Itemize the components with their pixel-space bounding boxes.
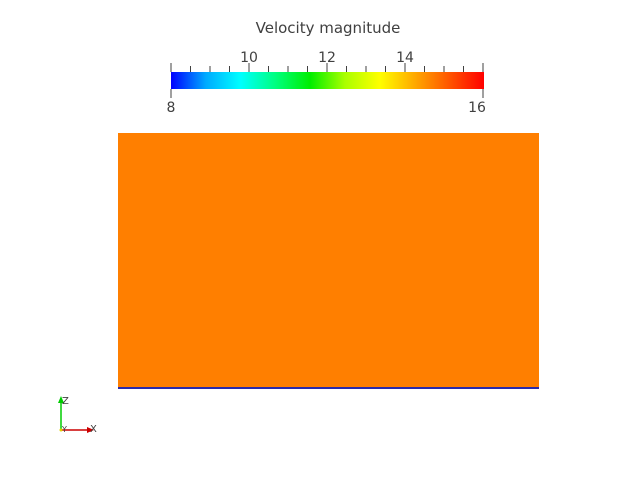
colorbar-gradient bbox=[171, 72, 484, 89]
colorbar-major-labels: 10 12 14 bbox=[240, 50, 414, 66]
colorbar-major-label: 14 bbox=[396, 50, 414, 66]
z-axis-label: Z bbox=[62, 396, 69, 407]
colorbar-major-label: 12 bbox=[318, 50, 336, 66]
x-axis-arrow-icon bbox=[87, 427, 94, 433]
velocity-field-domain bbox=[118, 133, 539, 389]
colorbar-minor-ticks bbox=[170, 63, 484, 72]
y-axis-label: Y bbox=[61, 425, 67, 434]
axes-origin bbox=[59, 428, 63, 432]
colorbar-min-label: 8 bbox=[167, 100, 176, 116]
colorbar: 10 12 14 8 16 bbox=[167, 50, 486, 116]
colorbar-major-label: 10 bbox=[240, 50, 258, 66]
colorbar-max-label: 16 bbox=[468, 100, 486, 116]
colorbar-title: Velocity magnitude bbox=[255, 19, 401, 37]
z-axis-arrow-icon bbox=[58, 396, 64, 403]
x-axis-label: X bbox=[90, 424, 97, 435]
